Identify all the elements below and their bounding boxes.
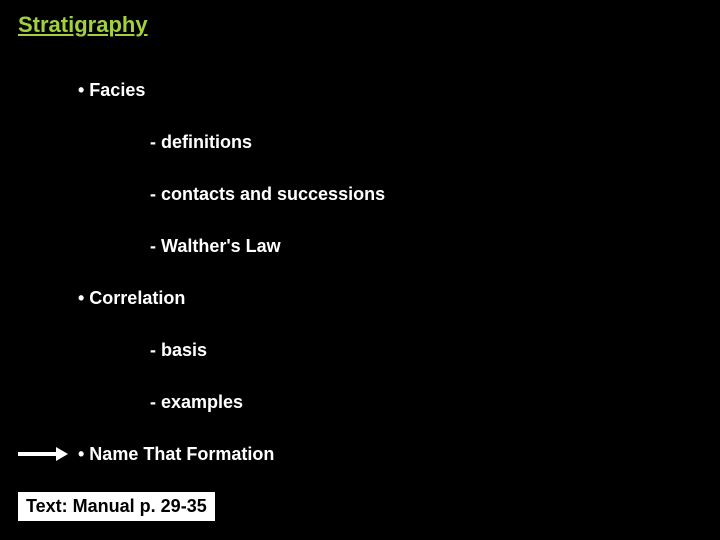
arrow-right-icon: [18, 447, 68, 461]
subbullet-walthers: - Walther's Law: [150, 236, 281, 257]
subbullet-contacts: - contacts and successions: [150, 184, 385, 205]
subbullet-examples: - examples: [150, 392, 243, 413]
slide-title: Stratigraphy: [18, 12, 148, 38]
bullet-name-formation: • Name That Formation: [78, 444, 274, 465]
subbullet-definitions: - definitions: [150, 132, 252, 153]
bullet-correlation: • Correlation: [78, 288, 185, 309]
footer-text-box: Text: Manual p. 29-35: [18, 492, 215, 521]
bullet-facies: • Facies: [78, 80, 145, 101]
subbullet-basis: - basis: [150, 340, 207, 361]
